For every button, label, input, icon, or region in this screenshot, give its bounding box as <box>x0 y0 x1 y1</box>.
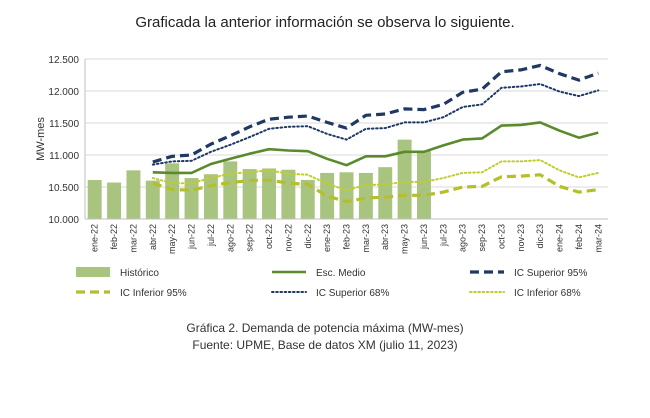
bar-historico <box>378 167 393 219</box>
x-tick-label: nov-22 <box>283 224 293 252</box>
x-tick-label: nov-23 <box>516 224 526 252</box>
x-tick-label: jun-23 <box>419 224 429 250</box>
y-tick-label: 11.500 <box>49 119 79 130</box>
legend-item: IC Inferior 95% <box>76 288 187 299</box>
x-tick-label: feb-22 <box>109 224 119 250</box>
x-tick-label: jun-22 <box>187 224 197 250</box>
bar-historico <box>300 179 315 219</box>
x-tick-label: ago-23 <box>458 224 468 252</box>
line-ic-inferior-95 <box>152 173 599 204</box>
x-tick-label: ene-24 <box>555 224 565 252</box>
chart-source: Fuente: UPME, Base de datos XM (julio 11… <box>192 338 458 352</box>
line-esc-medio <box>152 121 599 175</box>
y-tick-label: 11.000 <box>49 151 79 162</box>
x-tick-label: sep-23 <box>477 224 487 252</box>
legend-label: IC Inferior 68% <box>514 288 581 299</box>
x-tick-label: abr-22 <box>148 224 158 250</box>
x-tick-label: ago-22 <box>225 224 235 252</box>
legend-swatch <box>76 267 110 277</box>
bar-historico <box>145 180 160 219</box>
x-tick-label: oct-22 <box>264 224 274 249</box>
x-tick-label: dic-23 <box>535 224 545 249</box>
x-tick-label: dic-22 <box>303 224 313 249</box>
legend: Histórico Esc. Medio IC Superior 95% IC Inf… <box>76 267 587 299</box>
x-tick-label: may-23 <box>400 224 410 254</box>
chart-caption: Gráfica 2. Demanda de potencia máxima (M… <box>186 321 464 335</box>
line-ic-inferior-68 <box>151 159 600 192</box>
bar-historico <box>87 179 102 219</box>
bar-historico <box>281 169 296 219</box>
legend-item: Esc. Medio <box>272 268 366 279</box>
y-tick-label: 12.500 <box>48 55 79 66</box>
legend-item: IC Superior 95% <box>470 268 587 279</box>
x-tick-label: oct-23 <box>496 224 506 249</box>
y-tick-label: 10.000 <box>48 215 79 226</box>
x-tick-label: abr-23 <box>380 224 390 250</box>
series-lines <box>151 63 600 204</box>
bar-historico <box>242 169 257 219</box>
intro-text: Graficada la anterior información se obs… <box>135 14 515 31</box>
bar-historico <box>417 150 431 219</box>
x-tick-label: ene-22 <box>90 224 100 252</box>
x-tick-label: sep-22 <box>245 224 255 252</box>
x-tick-label: feb-24 <box>574 224 584 250</box>
x-tick-label: jul-23 <box>438 224 448 247</box>
x-tick-label: may-22 <box>167 224 177 254</box>
y-tick-label: 12.000 <box>48 87 79 98</box>
bar-historico <box>126 170 141 219</box>
bar-historico <box>223 161 238 219</box>
line-ic-superior-95 <box>152 63 599 164</box>
legend-label: IC Inferior 95% <box>120 288 187 299</box>
legend-label: Esc. Medio <box>316 268 366 279</box>
legend-label: Histórico <box>120 268 159 279</box>
bar-historico <box>397 139 412 219</box>
historico-bars <box>87 139 431 219</box>
legend-label: IC Superior 95% <box>514 268 587 279</box>
x-tick-label: jul-22 <box>206 224 216 247</box>
x-tick-label: mar-23 <box>361 224 371 253</box>
y-axis-label: MW-mes <box>35 117 47 161</box>
y-axis: 10.000 10.500 11.000 11.500 12.000 12.500 <box>48 55 608 226</box>
x-tick-label: mar-22 <box>128 224 138 253</box>
legend-item: IC Inferior 68% <box>469 288 581 299</box>
y-tick-label: 10.500 <box>48 183 79 194</box>
x-axis: ene-22 feb-22 mar-22 abr-22 may-22 jun-22 jul-… <box>90 224 604 254</box>
x-tick-label: feb-23 <box>342 224 352 250</box>
x-tick-label: ene-23 <box>322 224 332 252</box>
x-tick-label: mar-24 <box>593 224 603 253</box>
bar-historico <box>358 172 373 219</box>
legend-item: IC Superior 68% <box>271 288 389 299</box>
legend-label: IC Superior 68% <box>316 288 389 299</box>
bar-historico <box>262 168 276 219</box>
line-ic-superior-68 <box>151 83 600 166</box>
bar-historico <box>107 182 122 219</box>
legend-item: Histórico <box>76 267 159 279</box>
bar-historico <box>339 172 354 219</box>
bar-historico <box>203 174 218 219</box>
